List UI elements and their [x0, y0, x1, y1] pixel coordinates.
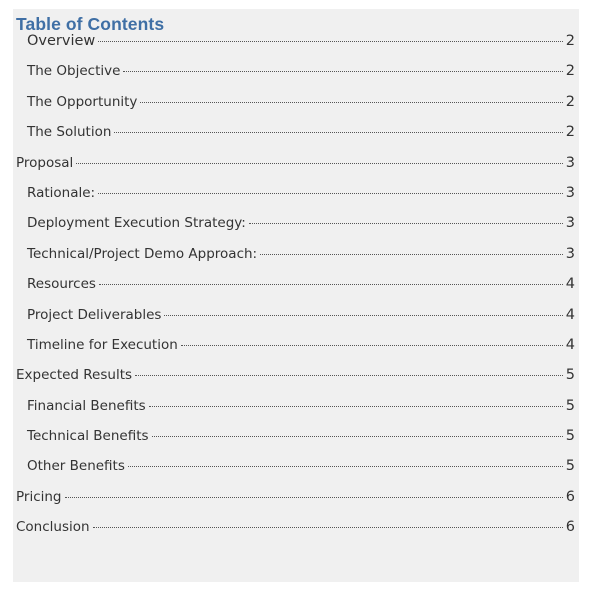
toc-page-number[interactable]: 5: [565, 458, 575, 475]
toc-dot-leader: [92, 527, 563, 529]
toc-dot-leader: [151, 436, 563, 438]
toc-page-number[interactable]: 4: [565, 336, 575, 353]
document-page: Table of Contents Overview 2 The Objective…: [13, 9, 579, 582]
toc-entry-text[interactable]: Other Benefits: [27, 458, 125, 475]
toc-page-number[interactable]: 6: [565, 519, 575, 536]
toc-dot-leader: [148, 405, 563, 407]
toc-entry[interactable]: Other Benefits 5: [13, 458, 579, 488]
toc-dot-leader: [135, 375, 563, 377]
toc-entry[interactable]: The Opportunity 2: [13, 94, 579, 124]
toc-dot-leader: [260, 253, 563, 255]
toc-entry[interactable]: Conclusion 6: [13, 519, 579, 549]
toc-entry[interactable]: Rationale: 3: [13, 185, 579, 215]
toc-entry[interactable]: Overview 2: [13, 33, 579, 63]
toc-dot-leader: [114, 132, 563, 134]
toc-dot-leader: [76, 162, 563, 164]
toc-page-number[interactable]: 2: [565, 33, 575, 49]
toc-entry-text[interactable]: The Opportunity: [27, 93, 138, 110]
toc-page-number[interactable]: 4: [565, 276, 575, 293]
toc-entry[interactable]: Deployment Execution Strategy: 3: [13, 215, 579, 245]
toc-page-number[interactable]: 3: [565, 215, 575, 232]
toc-entry-text[interactable]: Proposal: [16, 154, 74, 171]
toc-entry[interactable]: Technical Benefits 5: [13, 428, 579, 458]
toc-dot-leader: [98, 192, 563, 194]
toc-entry-text[interactable]: Deployment Execution Strategy:: [27, 215, 246, 232]
toc-entry-text[interactable]: Resources: [27, 276, 96, 293]
toc-page-number[interactable]: 5: [565, 397, 575, 414]
toc-entry[interactable]: Expected Results 5: [13, 367, 579, 397]
toc-page-number[interactable]: 3: [565, 154, 575, 171]
toc-entry-text[interactable]: Timeline for Execution: [27, 336, 178, 353]
toc-entry[interactable]: Proposal 3: [13, 155, 579, 185]
toc-entry-text[interactable]: Overview: [27, 33, 96, 49]
toc-entry[interactable]: The Objective 2: [13, 63, 579, 93]
toc-list: Overview 2 The Objective 2 The Opportunity 2 T…: [13, 33, 579, 550]
toc-entry-text[interactable]: Technical Benefits: [27, 428, 149, 445]
toc-entry[interactable]: Pricing 6: [13, 489, 579, 519]
toc-dot-leader: [164, 314, 563, 316]
toc-entry-text[interactable]: Project Deliverables: [27, 306, 162, 323]
toc-page-number[interactable]: 4: [565, 306, 575, 323]
toc-entry[interactable]: Financial Benefits 5: [13, 398, 579, 428]
toc-dot-leader: [127, 466, 563, 468]
toc-dot-leader: [64, 496, 563, 498]
toc-entry-text[interactable]: Conclusion: [16, 519, 90, 536]
toc-dot-leader: [98, 284, 563, 286]
toc-dot-leader: [140, 101, 563, 103]
toc-page-number[interactable]: 2: [565, 63, 575, 80]
toc-entry[interactable]: Resources 4: [13, 276, 579, 306]
toc-page-number[interactable]: 3: [565, 245, 575, 262]
toc-page-number[interactable]: 5: [565, 367, 575, 384]
toc-page-number[interactable]: 3: [565, 184, 575, 201]
toc-entry-text[interactable]: Rationale:: [27, 184, 96, 201]
toc-page-number[interactable]: 6: [565, 488, 575, 505]
toc-page-number[interactable]: 5: [565, 428, 575, 445]
toc-entry-text[interactable]: Expected Results: [16, 367, 133, 384]
toc-title: Table of Contents: [16, 14, 165, 34]
toc-entry[interactable]: The Solution 2: [13, 124, 579, 154]
toc-entry[interactable]: Timeline for Execution 4: [13, 337, 579, 367]
toc-entry[interactable]: Technical/Project Demo Approach: 3: [13, 246, 579, 276]
toc-entry[interactable]: Project Deliverables 4: [13, 307, 579, 337]
toc-entry-text[interactable]: Technical/Project Demo Approach:: [27, 245, 258, 262]
toc-dot-leader: [248, 223, 563, 225]
toc-dot-leader: [180, 344, 563, 346]
toc-dot-leader: [98, 41, 563, 42]
toc-page-number[interactable]: 2: [565, 93, 575, 110]
toc-entry-text[interactable]: Pricing: [16, 488, 62, 505]
toc-entry-text[interactable]: Financial Benefits: [27, 397, 146, 414]
toc-dot-leader: [123, 71, 563, 73]
toc-entry-text[interactable]: The Objective: [27, 63, 121, 80]
toc-entry-text[interactable]: The Solution: [27, 124, 112, 141]
toc-page-number[interactable]: 2: [565, 124, 575, 141]
